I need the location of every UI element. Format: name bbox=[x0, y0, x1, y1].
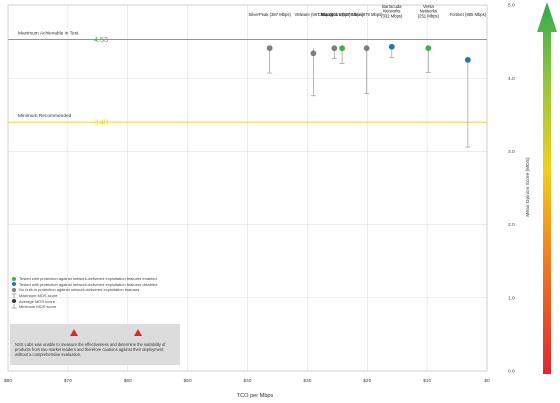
data-point bbox=[339, 45, 346, 52]
data-point bbox=[464, 57, 471, 63]
point-label-line: Forcepoint (927 Mbps) bbox=[321, 12, 364, 17]
data-points: SilverPeak (387 Mbps) VMware (967 Mbps)Ci… bbox=[248, 4, 487, 148]
legend-swatch bbox=[10, 304, 17, 309]
x-tick-label: $80 bbox=[4, 378, 12, 384]
point-label-line: Cisco (301 Mbps) bbox=[318, 12, 351, 17]
legend-item: Maximum MOS score bbox=[10, 293, 176, 299]
reference-line-value: 4.53 bbox=[94, 35, 108, 44]
point-label-line: (332 Mbps) bbox=[381, 13, 403, 18]
legend-item: Tested with protection against network-d… bbox=[10, 282, 176, 288]
point-label: Fortinet (985 Mbps) bbox=[450, 12, 487, 17]
legend-swatch bbox=[10, 287, 17, 292]
reference-line-name: Maximum Achievable in Test bbox=[18, 30, 79, 36]
gridlines bbox=[7, 4, 488, 372]
legend: Tested with protection against network-d… bbox=[10, 276, 176, 310]
x-tick-label: $20 bbox=[363, 378, 371, 384]
point-label-line: VMware (967 Mbps) bbox=[295, 12, 333, 17]
point-label: Barracuda Networks (332 Mbps) bbox=[381, 4, 403, 18]
point-label-line: Barracuda bbox=[382, 4, 402, 9]
legend-label: Tested with protection against network-d… bbox=[19, 281, 158, 287]
y-tick-label: 0.0 bbox=[508, 369, 515, 375]
legend-swatch bbox=[10, 282, 17, 287]
reference-lines: Maximum Achievable in Test 4.53 Minimum Re… bbox=[8, 30, 487, 127]
point-label: VMware (967 Mbps) bbox=[295, 12, 333, 17]
point-label: Cisco (301 Mbps) bbox=[318, 12, 351, 17]
point-label-line: Versa bbox=[423, 4, 434, 9]
x-axis-label: TCO per Mbps bbox=[237, 393, 274, 399]
legend-label: Maximum MOS score bbox=[19, 293, 58, 299]
caution-note: NSS Labs was unable to measure the effec… bbox=[10, 324, 180, 365]
x-tick-label: $40 bbox=[243, 378, 251, 384]
x-tick-label: $60 bbox=[124, 378, 132, 384]
legend-label: No built-in protection against network-d… bbox=[19, 287, 140, 293]
legend-label: Average MOS score bbox=[19, 298, 55, 304]
x-tick-label: $50 bbox=[184, 378, 192, 384]
reference-line-value: 3.40 bbox=[94, 118, 108, 127]
legend-label: Minimum MOS score bbox=[19, 304, 57, 310]
legend-swatch bbox=[10, 299, 17, 304]
warning-icon bbox=[70, 329, 78, 336]
x-tick-label: $0 bbox=[484, 378, 490, 384]
x-tick-label: $10 bbox=[423, 378, 431, 384]
y-tick-label: 2.0 bbox=[508, 222, 515, 228]
point-label: Forcepoint (927 Mbps) bbox=[321, 12, 364, 17]
y-tick-label: 1.0 bbox=[508, 295, 515, 301]
legend-swatch bbox=[10, 276, 17, 281]
legend-item: Minimum MOS score bbox=[10, 304, 176, 310]
mos-scale-arrow bbox=[537, 2, 557, 374]
data-point bbox=[331, 45, 338, 52]
data-point bbox=[310, 50, 317, 57]
point-label-line: Fortinet (985 Mbps) bbox=[450, 12, 487, 17]
point-label-line: Networks bbox=[420, 9, 437, 14]
legend-label: Tested with protection against network-d… bbox=[19, 276, 157, 282]
point-label-line: Citrix (879 Mbps) bbox=[351, 12, 383, 17]
legend-item: No built-in protection against network-d… bbox=[10, 287, 176, 293]
warning-icon bbox=[134, 329, 142, 336]
plot-frame bbox=[7, 4, 488, 372]
point-label: Citrix (879 Mbps) bbox=[351, 12, 383, 17]
data-point bbox=[425, 45, 432, 52]
x-tick-label: $30 bbox=[303, 378, 311, 384]
y-axis-label: Mean Opinion Score (MOS) bbox=[525, 157, 531, 217]
reference-line-name: Minimum Recommended bbox=[18, 113, 72, 119]
point-label-line: Networks bbox=[383, 9, 400, 14]
data-point bbox=[266, 45, 273, 52]
x-tick-label: $70 bbox=[64, 378, 72, 384]
legend-item: Tested with protection against network-d… bbox=[10, 276, 176, 282]
point-label: Versa Networks (251 Mbps) bbox=[418, 4, 440, 18]
y-tick-label: 5.0 bbox=[508, 3, 515, 9]
legend-swatch bbox=[10, 293, 17, 299]
data-point bbox=[388, 43, 395, 50]
point-label-line: SilverPeak (387 Mbps) bbox=[248, 12, 291, 17]
legend-item: Average MOS score bbox=[10, 298, 176, 304]
point-label: SilverPeak (387 Mbps) bbox=[248, 12, 291, 17]
y-tick-label: 3.0 bbox=[508, 149, 515, 155]
point-label-line: (251 Mbps) bbox=[418, 13, 440, 18]
y-tick-label: 4.0 bbox=[508, 76, 515, 82]
data-point bbox=[363, 45, 370, 52]
note-text: NSS Labs was unable to measure the effec… bbox=[15, 342, 166, 358]
axes: $80 $70 $60 $50 $40 $30 $20 $10 $0 0.0 1.0 2.0 3.0 4.… bbox=[4, 3, 515, 384]
